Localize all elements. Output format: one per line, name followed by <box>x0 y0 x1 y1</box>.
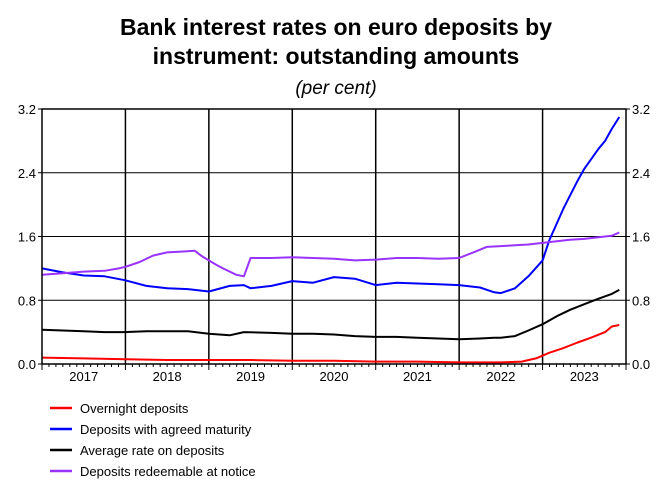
series-line-2 <box>41 289 620 341</box>
axis-layer: 0.0 0.0 0.8 0.8 1.6 1.6 2.4 2.4 3.2 3.2 2017 2018 20… <box>18 102 650 384</box>
legend-label-2: Average rate on deposits <box>80 443 225 458</box>
series-line-0 <box>41 324 620 364</box>
x-tick-label: 2022 <box>486 369 515 384</box>
y-tick-label-right: 0.0 <box>632 357 650 372</box>
x-tick-label: 2018 <box>153 369 182 384</box>
y-tick-label-left: 1.6 <box>18 230 36 245</box>
y-tick-label-right: 0.8 <box>632 293 650 308</box>
x-tick-label: 2017 <box>69 369 98 384</box>
legend-label-3: Deposits redeemable at notice <box>80 464 256 479</box>
y-tick-label-left: 2.4 <box>18 166 36 181</box>
chart-subtitle: (per cent) <box>295 78 376 99</box>
x-tick-label: 2023 <box>570 369 599 384</box>
legend-label-1: Deposits with agreed maturity <box>80 422 252 437</box>
y-tick-label-left: 3.2 <box>18 102 36 117</box>
grid-layer <box>42 109 626 364</box>
y-tick-label-left: 0.8 <box>18 293 36 308</box>
chart-title-line-1: Bank interest rates on euro deposits by <box>120 14 552 40</box>
legend: Overnight deposits Deposits with agreed m… <box>50 401 256 479</box>
series-layer <box>41 116 621 364</box>
y-tick-label-left: 0.0 <box>18 357 36 372</box>
y-tick-label-right: 1.6 <box>632 230 650 245</box>
x-tick-label: 2021 <box>403 369 432 384</box>
x-tick-label: 2019 <box>236 369 265 384</box>
y-tick-label-right: 2.4 <box>632 166 650 181</box>
chart-title-line-2: instrument: outstanding amounts <box>153 43 520 69</box>
y-tick-label-right: 3.2 <box>632 102 650 117</box>
series-line-3 <box>41 231 620 278</box>
plot-frame <box>41 108 627 365</box>
series-line-1 <box>41 116 621 295</box>
legend-label-0: Overnight deposits <box>80 401 189 416</box>
x-tick-label: 2020 <box>320 369 349 384</box>
